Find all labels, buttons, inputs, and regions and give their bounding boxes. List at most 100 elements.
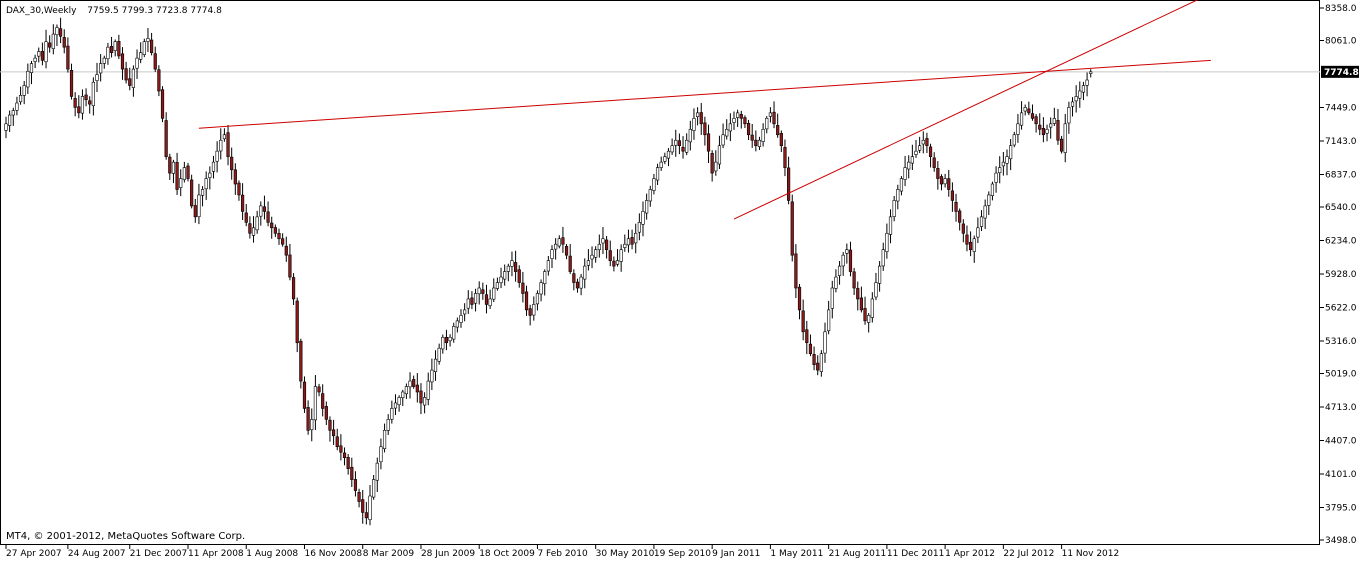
candle-body [317,386,321,393]
candle-body [433,358,438,372]
candle-body [335,436,339,448]
candle-body [725,128,729,137]
candle-body [652,178,656,191]
candle-body [95,74,99,81]
candle-body [284,245,288,256]
y-tick-label: 8061.0 [1325,37,1357,47]
chart-header: DAX_30,Weekly 7759.5 7799.3 7723.8 7774.… [6,6,222,16]
candle-body [342,452,347,458]
candle-body [950,190,954,201]
candle-body [983,205,987,219]
candle-body [710,153,714,174]
y-tick-label: 8358.0 [1325,4,1357,14]
candle-body [306,407,310,431]
candle-body [597,243,601,250]
trendline-2[interactable] [733,0,1211,220]
candle-body [386,419,390,431]
candle-body [699,112,703,125]
candle-body [790,201,794,256]
candle-body [473,293,478,304]
candle-body [484,294,489,305]
candle-body [990,183,995,196]
candle-body [750,134,754,141]
candle-body [586,260,590,266]
candle-body [958,210,962,223]
candle-body [120,53,125,70]
candle-body [827,309,831,332]
candle-body [1063,123,1067,153]
x-tick-label: 11 Apr 2008 [188,549,244,559]
candle-body [914,150,918,155]
candle-body [819,353,823,372]
candle-body [663,156,667,162]
candle-body [601,238,605,244]
candle-body [291,277,296,300]
candle-body [382,430,387,449]
candle-body [918,145,922,151]
candle-body [1049,123,1053,128]
candle-body [568,255,572,272]
candle-body [139,52,143,60]
candle-body [928,146,933,157]
candle-body [379,446,383,463]
candle-body [299,340,303,382]
candle-body [157,69,161,92]
candle-body [168,156,172,174]
candle-body [375,462,379,481]
candle-body [1052,118,1056,124]
y-tick-label: 4713.0 [1325,403,1357,413]
candle-body [521,282,525,294]
candle-body [805,329,809,344]
candle-body [801,310,805,333]
candle-body [33,57,37,62]
x-tick-label: 1 Apr 2012 [945,549,995,559]
candle-body [841,254,845,267]
candle-body [109,46,114,53]
candle-body [688,128,692,143]
y-tick-label: 7449.0 [1325,104,1357,114]
candle-body [874,282,878,298]
x-tick-label: 21 Aug 2011 [829,549,887,559]
x-tick-label: 11 Nov 2012 [1062,549,1120,559]
candle-body [270,222,274,229]
x-tick-label: 11 Dec 2011 [887,549,945,559]
candle-body [1027,108,1031,114]
candle-body [171,161,176,174]
symbol-label: DAX_30,Weekly [6,6,77,16]
candle-body [313,386,318,421]
candle-body [535,293,540,305]
y-tick-label: 6540.0 [1325,203,1357,213]
x-tick-label: 18 Oct 2009 [479,549,535,559]
candle-body [943,178,947,185]
y-tick-label: 5928.0 [1325,270,1357,280]
candle-body [823,331,827,354]
y-tick-label: 5316.0 [1325,337,1357,347]
candle-body [128,78,132,86]
candle-body [444,336,449,344]
candle-body [339,445,343,453]
candle-body [677,140,681,147]
candle-body [816,362,820,371]
candle-body [786,167,791,201]
x-tick-label: 24 Aug 2007 [68,549,126,559]
trendline-1[interactable] [198,59,1211,129]
trendlines [198,0,1211,220]
candle-body [11,110,15,116]
candle-body [481,289,485,294]
candle-body [779,133,783,147]
candle-body [907,161,911,170]
candle-body [1056,120,1060,141]
candle-body [939,176,944,185]
candle-body [1085,79,1089,86]
candle-body [262,206,267,212]
x-axis: 27 Apr 2007 24 Aug 2007 21 Dec 2007 11 Apr … [5,545,1120,559]
y-tick-label: 4407.0 [1325,436,1357,446]
candle-body [1009,145,1013,160]
candle-body [867,315,871,323]
candle-body [492,287,496,300]
y-tick-label: 6234.0 [1325,237,1357,247]
candle-body [728,123,732,132]
candle-body [51,33,55,50]
candle-body [554,243,558,250]
